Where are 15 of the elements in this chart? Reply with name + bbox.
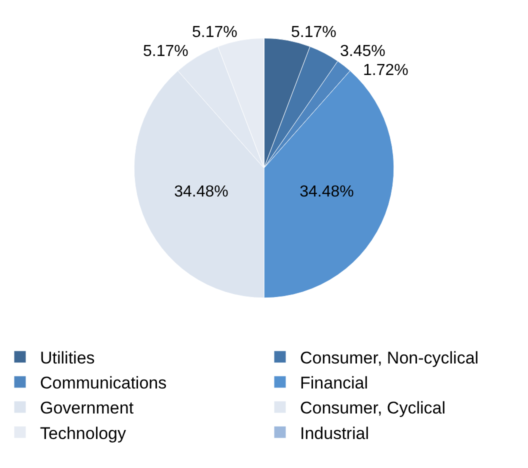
- data-label: 5.17%: [291, 24, 336, 41]
- legend-label: Technology: [40, 424, 127, 443]
- legend-label: Industrial: [300, 424, 369, 443]
- data-label: 34.48%: [174, 183, 228, 200]
- legend-label: Financial: [300, 374, 368, 393]
- data-label: 1.72%: [363, 62, 408, 79]
- data-label: 3.45%: [340, 43, 386, 60]
- data-label: 34.48%: [300, 183, 354, 200]
- legend-label: Communications: [40, 374, 167, 393]
- legend-label: Utilities: [40, 348, 95, 368]
- legend-label: Consumer, Cyclical: [300, 398, 446, 418]
- data-label: 5.17%: [143, 43, 188, 60]
- legend-label: Government: [40, 398, 134, 418]
- data-label: 5.17%: [192, 24, 238, 41]
- legend-label: Consumer, Non-cyclical: [300, 348, 479, 368]
